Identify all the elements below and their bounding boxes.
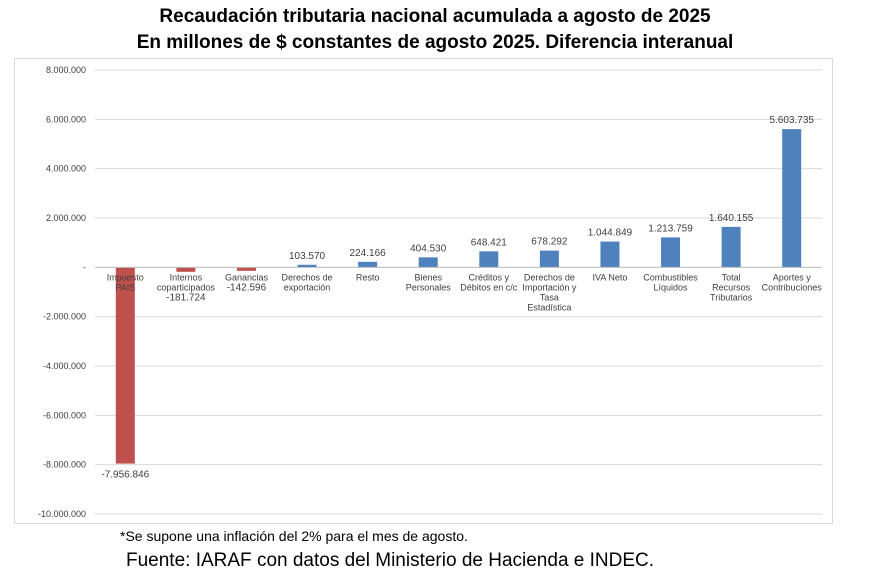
y-tick-label: 6.000.000 xyxy=(46,114,86,124)
bar xyxy=(176,267,196,272)
bar xyxy=(418,257,438,268)
data-label: -142.596 xyxy=(227,282,267,293)
chart-subtitle: En millones de $ constantes de agosto 20… xyxy=(136,32,734,53)
bar xyxy=(782,129,802,268)
category-label: Créditos y Débitos en c/c xyxy=(460,272,518,292)
data-label: -7.956.846 xyxy=(101,470,149,481)
data-label: 1.213.759 xyxy=(648,223,693,234)
category-label: Aportes y Contribuciones xyxy=(762,272,823,292)
bar xyxy=(721,226,741,268)
chart-area xyxy=(14,58,833,524)
category-label: Ganancias xyxy=(225,272,269,282)
source-text: Fuente: IARAF con datos del Ministerio d… xyxy=(126,550,655,571)
bar xyxy=(539,250,559,268)
data-label: 5.603.735 xyxy=(769,115,814,126)
data-label: 678.292 xyxy=(531,237,568,248)
footnote: *Se supone una inflación del 2% para el … xyxy=(120,528,468,544)
bar xyxy=(358,261,378,268)
y-tick-label: 2.000.000 xyxy=(46,213,86,223)
data-label: 224.166 xyxy=(350,248,387,259)
category-label: Derechos de Importación y Tasa Estadística xyxy=(522,272,577,312)
data-label: 648.421 xyxy=(471,237,508,248)
category-label: Derechos de exportación xyxy=(282,272,333,292)
category-label: Combustibles Líquidos xyxy=(643,272,698,292)
bar xyxy=(297,264,317,268)
category-label: Impuesto PAIS xyxy=(107,272,144,292)
y-tick-label: - xyxy=(83,262,86,272)
y-tick-label: -6.000.000 xyxy=(43,410,86,420)
bar xyxy=(115,267,135,464)
category-label: Resto xyxy=(356,272,380,282)
data-label: -181.724 xyxy=(166,292,206,303)
y-tick-label: 4.000.000 xyxy=(46,164,86,174)
category-label: Bienes Personales xyxy=(406,272,452,292)
category-label: IVA Neto xyxy=(593,272,628,282)
y-tick-label: -10.000.000 xyxy=(38,509,86,519)
y-tick-label: 8.000.000 xyxy=(46,65,86,75)
category-label: Total Recursos Tributarios xyxy=(710,272,753,302)
data-label: 1.640.155 xyxy=(709,213,754,224)
bar xyxy=(661,237,681,268)
bar xyxy=(479,251,499,268)
data-label: 1.044.849 xyxy=(588,228,633,239)
y-tick-label: -4.000.000 xyxy=(43,361,86,371)
y-tick-label: -2.000.000 xyxy=(43,312,86,322)
chart-title: Recaudación tributaria nacional acumulad… xyxy=(159,6,711,27)
category-label: Internos coparticipados xyxy=(157,272,216,292)
data-label: 103.570 xyxy=(289,251,326,262)
data-label: 404.530 xyxy=(410,243,447,254)
y-tick-label: -8.000.000 xyxy=(43,460,86,470)
bar xyxy=(600,241,620,268)
bar xyxy=(236,267,256,271)
